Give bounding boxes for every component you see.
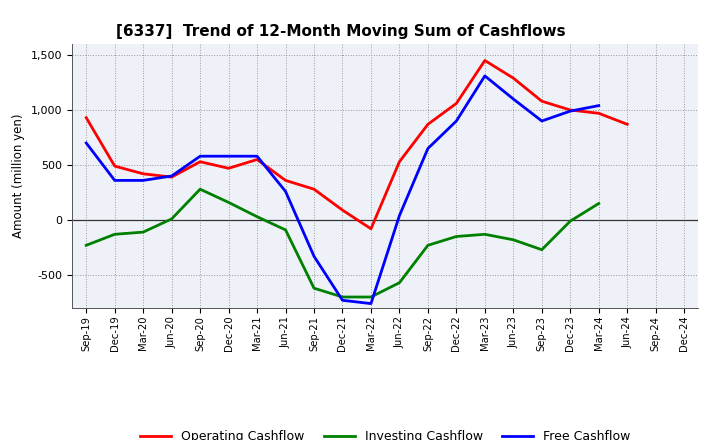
Operating Cashflow: [196, 159, 204, 164]
Free Cashflow: [509, 96, 518, 102]
Investing Cashflow: [196, 187, 204, 192]
Line: Operating Cashflow: Operating Cashflow: [86, 60, 627, 229]
Free Cashflow: [537, 118, 546, 124]
Operating Cashflow: [110, 163, 119, 169]
Legend: Operating Cashflow, Investing Cashflow, Free Cashflow: Operating Cashflow, Investing Cashflow, …: [135, 425, 635, 440]
Operating Cashflow: [310, 187, 318, 192]
Free Cashflow: [167, 173, 176, 179]
Investing Cashflow: [366, 294, 375, 300]
Text: [6337]  Trend of 12-Month Moving Sum of Cashflows: [6337] Trend of 12-Month Moving Sum of C…: [116, 24, 565, 39]
Operating Cashflow: [82, 115, 91, 120]
Operating Cashflow: [566, 107, 575, 113]
Investing Cashflow: [310, 286, 318, 291]
Operating Cashflow: [282, 178, 290, 183]
Operating Cashflow: [366, 226, 375, 231]
Free Cashflow: [566, 108, 575, 114]
Free Cashflow: [423, 146, 432, 151]
Investing Cashflow: [253, 214, 261, 219]
Investing Cashflow: [338, 294, 347, 300]
Investing Cashflow: [225, 200, 233, 205]
Investing Cashflow: [395, 280, 404, 286]
Free Cashflow: [366, 301, 375, 306]
Free Cashflow: [225, 154, 233, 159]
Operating Cashflow: [253, 157, 261, 162]
Free Cashflow: [282, 189, 290, 194]
Investing Cashflow: [110, 231, 119, 237]
Investing Cashflow: [595, 201, 603, 206]
Investing Cashflow: [423, 243, 432, 248]
Operating Cashflow: [395, 159, 404, 164]
Investing Cashflow: [167, 216, 176, 221]
Operating Cashflow: [509, 75, 518, 81]
Investing Cashflow: [452, 234, 461, 239]
Operating Cashflow: [139, 171, 148, 176]
Operating Cashflow: [423, 121, 432, 127]
Investing Cashflow: [509, 237, 518, 242]
Operating Cashflow: [623, 121, 631, 127]
Free Cashflow: [253, 154, 261, 159]
Free Cashflow: [310, 253, 318, 259]
Investing Cashflow: [282, 227, 290, 232]
Y-axis label: Amount (million yen): Amount (million yen): [12, 114, 25, 238]
Line: Investing Cashflow: Investing Cashflow: [86, 189, 599, 297]
Free Cashflow: [480, 73, 489, 78]
Free Cashflow: [338, 298, 347, 303]
Operating Cashflow: [480, 58, 489, 63]
Line: Free Cashflow: Free Cashflow: [86, 76, 599, 304]
Operating Cashflow: [225, 165, 233, 171]
Operating Cashflow: [452, 101, 461, 106]
Free Cashflow: [452, 118, 461, 124]
Free Cashflow: [196, 154, 204, 159]
Investing Cashflow: [139, 230, 148, 235]
Operating Cashflow: [595, 110, 603, 116]
Free Cashflow: [395, 213, 404, 218]
Investing Cashflow: [82, 243, 91, 248]
Free Cashflow: [595, 103, 603, 108]
Investing Cashflow: [480, 231, 489, 237]
Free Cashflow: [139, 178, 148, 183]
Investing Cashflow: [566, 218, 575, 224]
Operating Cashflow: [167, 174, 176, 180]
Investing Cashflow: [537, 247, 546, 253]
Operating Cashflow: [537, 99, 546, 104]
Free Cashflow: [110, 178, 119, 183]
Free Cashflow: [82, 140, 91, 146]
Operating Cashflow: [338, 207, 347, 213]
